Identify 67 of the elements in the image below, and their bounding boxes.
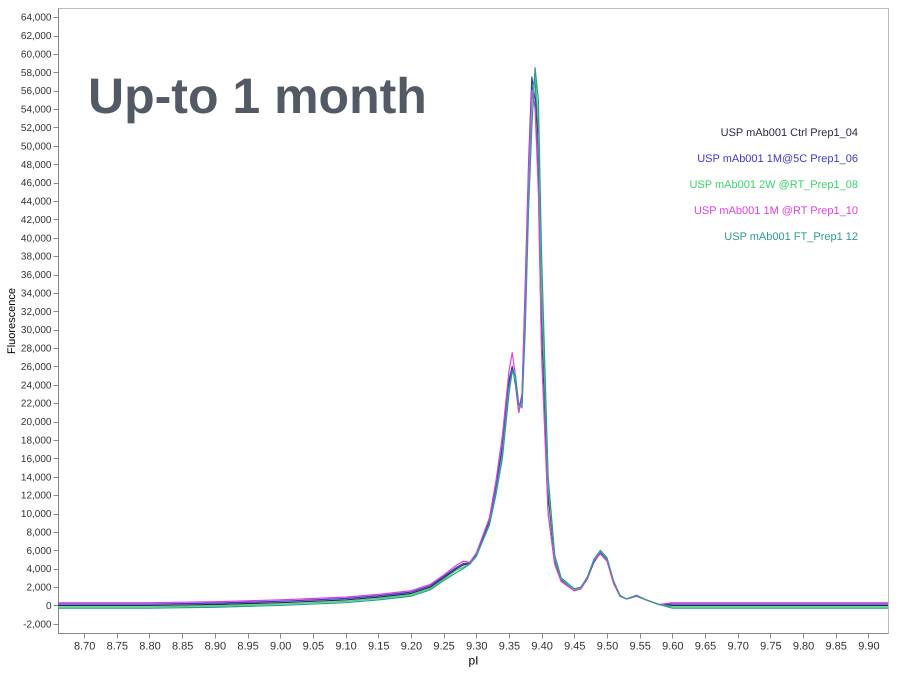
x-tick-label: 9.65 bbox=[694, 640, 716, 652]
y-tick-label: 28,000 bbox=[20, 344, 52, 355]
x-tick-label: 9.05 bbox=[302, 640, 324, 652]
x-tick-label: 9.15 bbox=[368, 640, 390, 652]
text: USP mAb001 FT_Prep1 12 bbox=[724, 231, 858, 243]
x-tick-label: 8.85 bbox=[172, 640, 194, 652]
y-tick-label: 20,000 bbox=[20, 417, 52, 428]
y-tick-label: 50,000 bbox=[20, 141, 52, 152]
x-tick-label: 9.50 bbox=[596, 640, 618, 652]
x-tick-label: 8.75 bbox=[106, 640, 128, 652]
y-tick-label: 6,000 bbox=[26, 546, 52, 557]
y-tick-label: 38,000 bbox=[20, 252, 52, 263]
y-tick-label: 4,000 bbox=[26, 564, 52, 576]
y-tick-label: 10,000 bbox=[20, 509, 52, 520]
y-tick-label: 54,000 bbox=[20, 104, 52, 116]
y-tick-label: 0 bbox=[46, 600, 52, 612]
x-tick-label: 9.60 bbox=[662, 640, 684, 652]
x-tick-label: 9.55 bbox=[629, 640, 651, 652]
y-tick-label: 8,000 bbox=[26, 527, 52, 538]
y-tick-label: 60,000 bbox=[20, 49, 52, 60]
y-tick-label: 36,000 bbox=[20, 270, 52, 282]
y-tick-label: 22,000 bbox=[20, 398, 52, 410]
y-tick-label: 12,000 bbox=[20, 490, 52, 502]
x-tick-label: 8.80 bbox=[139, 640, 161, 652]
x-tick-label: 9.00 bbox=[270, 640, 292, 652]
y-tick-label: -2,000 bbox=[23, 619, 52, 630]
x-tick-label: 9.80 bbox=[792, 640, 814, 652]
x-tick-label: 8.95 bbox=[237, 640, 259, 652]
text: USP mAb001 1M @RT Prep1_10 bbox=[694, 205, 858, 217]
y-tick-label: 24,000 bbox=[20, 380, 52, 392]
y-tick-label: 44,000 bbox=[20, 196, 52, 208]
x-tick-label: 9.10 bbox=[335, 640, 357, 652]
y-axis-title: Fluorescence bbox=[6, 288, 18, 354]
x-tick-label: 9.25 bbox=[433, 640, 455, 652]
x-tick-label: 9.85 bbox=[826, 640, 847, 652]
y-tick-label: 64,000 bbox=[20, 12, 52, 24]
y-tick-label: 52,000 bbox=[20, 122, 52, 134]
y-tick-label: 62,000 bbox=[20, 31, 52, 42]
x-tick-label: 9.90 bbox=[858, 640, 880, 652]
x-tick-label: 9.40 bbox=[531, 640, 553, 652]
y-tick-label: 2,000 bbox=[26, 582, 52, 594]
x-axis-title: pI bbox=[468, 654, 479, 668]
y-tick-label: 32,000 bbox=[20, 306, 52, 318]
y-tick-label: 14,000 bbox=[20, 472, 52, 484]
text: USP mAb001 Ctrl Prep1_04 bbox=[720, 127, 858, 139]
y-tick-label: 46,000 bbox=[20, 178, 52, 190]
y-tick-label: 18,000 bbox=[20, 435, 52, 446]
y-tick-label: 34,000 bbox=[20, 288, 52, 300]
y-tick-label: 42,000 bbox=[20, 214, 52, 226]
text: USP mAb001 1M@5C Prep1_06 bbox=[697, 153, 858, 165]
y-tick-label: 16,000 bbox=[20, 454, 52, 465]
text: USP mAb001 2W @RT_Prep1_08 bbox=[689, 179, 858, 191]
y-tick-label: 26,000 bbox=[20, 362, 52, 373]
y-tick-label: 48,000 bbox=[20, 160, 52, 171]
y-tick-label: 58,000 bbox=[20, 68, 52, 79]
x-tick-label: 9.45 bbox=[564, 640, 586, 652]
x-tick-label: 8.70 bbox=[74, 640, 96, 652]
x-tick-label: 9.75 bbox=[760, 640, 782, 652]
x-tick-label: 9.30 bbox=[466, 640, 488, 652]
x-tick-label: 9.20 bbox=[400, 640, 422, 652]
x-tick-label: 9.70 bbox=[727, 640, 749, 652]
y-tick-label: 30,000 bbox=[20, 325, 52, 336]
x-tick-label: 9.35 bbox=[498, 640, 520, 652]
y-tick-label: 40,000 bbox=[20, 233, 52, 244]
text: Up-to 1 month bbox=[88, 68, 427, 124]
y-tick-label: 56,000 bbox=[20, 86, 52, 98]
x-tick-label: 8.90 bbox=[204, 640, 226, 652]
